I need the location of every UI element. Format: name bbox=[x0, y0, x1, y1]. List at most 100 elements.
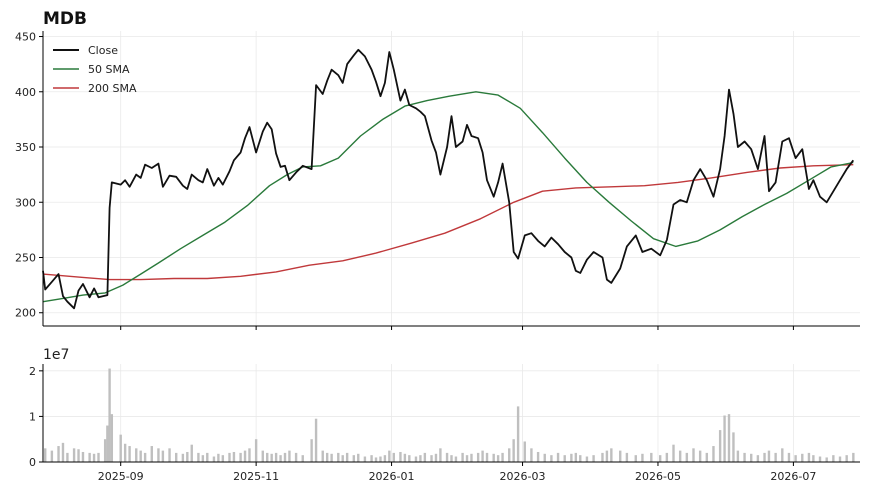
volume-bar bbox=[658, 455, 662, 462]
volume-bar bbox=[270, 453, 273, 462]
volume-bar bbox=[543, 453, 546, 462]
volume-bar bbox=[168, 448, 171, 462]
volume-bar bbox=[723, 415, 726, 462]
volume-bar bbox=[685, 452, 689, 462]
volume-bar bbox=[143, 452, 147, 462]
volume-bar bbox=[128, 446, 131, 462]
volume-bar bbox=[201, 455, 205, 462]
volume-bar bbox=[139, 450, 142, 462]
volume-y-tick-label: 2 bbox=[29, 365, 36, 378]
x-tick-label: 2026-03 bbox=[500, 470, 546, 483]
volume-bar bbox=[705, 452, 709, 462]
volume-bar bbox=[461, 452, 464, 462]
volume-bar bbox=[103, 439, 107, 462]
x-tick-label: 2026-07 bbox=[770, 470, 816, 483]
volume-bar bbox=[150, 446, 153, 462]
legend-label-50-sma: 50 SMA bbox=[88, 63, 130, 76]
x-tick-label: 2025-09 bbox=[98, 470, 144, 483]
legend-label-close: Close bbox=[88, 44, 118, 57]
price-y-tick-label: 200 bbox=[15, 307, 36, 320]
price-lines bbox=[42, 48, 855, 310]
price-y-tick-label: 250 bbox=[15, 251, 36, 264]
volume-bar bbox=[190, 444, 193, 462]
volume-bar bbox=[414, 456, 418, 462]
volume-bar bbox=[352, 455, 356, 462]
volume-grid bbox=[43, 364, 860, 463]
volume-bar bbox=[727, 414, 731, 462]
price-grid bbox=[43, 31, 860, 326]
volume-bar bbox=[536, 451, 540, 462]
volume-bar bbox=[217, 453, 220, 462]
volume-bar bbox=[838, 456, 842, 462]
volume-bar bbox=[81, 451, 85, 462]
volume-bar bbox=[454, 456, 458, 462]
volume-bar bbox=[774, 452, 777, 462]
volume-bar bbox=[61, 442, 65, 462]
volume-bar bbox=[672, 444, 675, 462]
volume-bar bbox=[72, 448, 76, 462]
volume-bar bbox=[408, 455, 411, 462]
volume-bar bbox=[314, 418, 318, 462]
volume-bar bbox=[119, 434, 122, 462]
volume-bar bbox=[206, 452, 209, 462]
volume-bar bbox=[807, 452, 811, 462]
volume-bar bbox=[383, 455, 387, 462]
volume-bar bbox=[266, 452, 269, 462]
volume-bar bbox=[736, 450, 740, 462]
volume-bar bbox=[97, 452, 100, 462]
volume-bar bbox=[423, 452, 427, 462]
volume-y-ticks: 0 1 2 bbox=[29, 365, 43, 469]
volume-bar bbox=[325, 452, 329, 462]
volume-bar bbox=[186, 451, 189, 462]
price-y-tick-label: 300 bbox=[15, 196, 36, 209]
volume-bar bbox=[274, 452, 278, 462]
volume-bar bbox=[601, 452, 604, 462]
volume-bar bbox=[763, 452, 766, 462]
volume-bar bbox=[50, 450, 54, 462]
volume-bar bbox=[439, 448, 442, 462]
price-y-tick-label: 400 bbox=[15, 86, 36, 99]
volume-bar bbox=[556, 452, 560, 462]
volume-y-tick-label: 1 bbox=[29, 410, 36, 423]
200-sma-line bbox=[42, 164, 854, 281]
volume-bar bbox=[161, 450, 165, 462]
x-ticks: 2025-09 2025-11 2026-01 2026-03 2026-05 2026-… bbox=[98, 326, 816, 483]
volume-bar bbox=[92, 453, 96, 462]
volume-bar bbox=[379, 456, 382, 462]
volume-bar bbox=[330, 453, 333, 462]
volume-bar bbox=[470, 453, 473, 462]
chart-title: MDB bbox=[43, 9, 87, 29]
volume-bar bbox=[345, 452, 349, 462]
volume-bar bbox=[77, 449, 80, 462]
volume-bar bbox=[181, 453, 185, 462]
x-tick-label: 2026-05 bbox=[635, 470, 681, 483]
volume-bar bbox=[175, 452, 178, 462]
volume-bar bbox=[123, 443, 127, 462]
volume-bar bbox=[419, 455, 422, 462]
volume-bar bbox=[718, 430, 722, 462]
volume-bar bbox=[712, 446, 715, 462]
volume-bar bbox=[445, 452, 449, 462]
volume-bar bbox=[370, 455, 373, 462]
volume-bar bbox=[228, 452, 231, 462]
volume-bar bbox=[530, 448, 533, 462]
volume-bar bbox=[750, 453, 753, 462]
volume-bar bbox=[516, 406, 520, 462]
volume-y-tick-label: 0 bbox=[29, 456, 36, 469]
volume-bar bbox=[357, 453, 360, 462]
volume-bar bbox=[570, 453, 573, 462]
volume-bar bbox=[212, 456, 216, 462]
volume-bar bbox=[221, 455, 225, 462]
volume-bar bbox=[261, 450, 264, 462]
volume-bar bbox=[135, 448, 138, 462]
x-tick-label: 2026-01 bbox=[369, 470, 415, 483]
50-sma-line bbox=[42, 91, 854, 303]
volume-bar bbox=[625, 452, 629, 462]
volume-bar bbox=[239, 452, 242, 462]
volume-bar bbox=[678, 450, 682, 462]
volume-bar bbox=[108, 368, 111, 462]
volume-bar bbox=[434, 453, 438, 462]
volume-bar bbox=[845, 455, 848, 462]
